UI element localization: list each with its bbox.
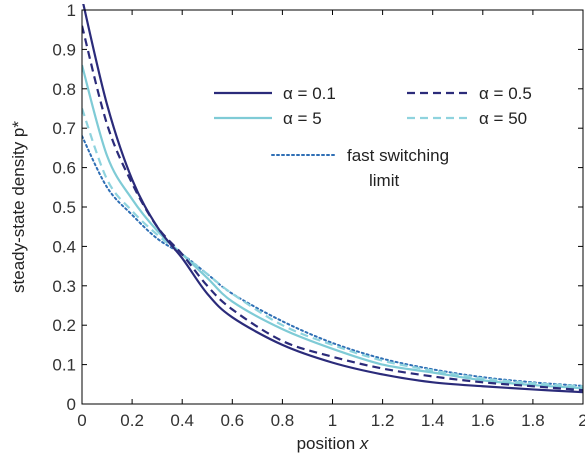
legend: α = 0.1 α = 0.5 α = 5 α = 50 fast switching l… — [214, 84, 532, 190]
x-axis-label: position x — [297, 434, 369, 453]
legend-label-3: α = 5 — [283, 109, 322, 128]
series-layer — [82, 4, 583, 394]
y-tick-label: 0.3 — [52, 277, 76, 296]
x-tick-label: 1.2 — [371, 411, 395, 430]
y-axis-label: steady-state density p* — [9, 121, 28, 293]
y-tick-label: 0.6 — [52, 159, 76, 178]
series-line-5 — [82, 135, 583, 387]
x-tick-label: 0.8 — [271, 411, 295, 430]
x-tick-label: 0.6 — [220, 411, 244, 430]
x-tick-label: 0.4 — [170, 411, 194, 430]
legend-label-2: α = 0.5 — [479, 84, 532, 103]
y-tick-label: 0.2 — [52, 316, 76, 335]
series-line-4 — [82, 108, 583, 388]
x-tick-label: 2 — [578, 411, 585, 430]
ticks-layer: 0 0.2 0.4 0.6 0.8 1 1.2 1.4 1.6 1.8 2 0 0.1 0.2 0.3 0.4… — [52, 1, 585, 430]
x-axis-label-text: position — [297, 434, 360, 453]
x-tick-label: 1.4 — [421, 411, 445, 430]
legend-label-1: α = 0.1 — [283, 84, 336, 103]
x-axis-label-variable: x — [359, 434, 369, 453]
y-tick-label: 0.9 — [52, 40, 76, 59]
series-line-2 — [82, 25, 583, 392]
x-tick-label: 1.8 — [521, 411, 545, 430]
y-tick-label: 0.1 — [52, 356, 76, 375]
x-tick-label: 0 — [77, 411, 86, 430]
legend-label-4: α = 50 — [479, 109, 527, 128]
y-tick-label: 0.5 — [52, 198, 76, 217]
y-tick-label: 0.4 — [52, 237, 76, 256]
y-tick-label: 0.8 — [52, 80, 76, 99]
y-tick-label: 1 — [67, 1, 76, 20]
legend-label-5: fast switching — [347, 146, 449, 165]
x-tick-label: 0.2 — [120, 411, 144, 430]
y-tick-label: 0.7 — [52, 119, 76, 138]
x-tick-label: 1 — [328, 411, 337, 430]
y-tick-label: 0 — [67, 395, 76, 414]
x-tick-label: 1.6 — [471, 411, 495, 430]
legend-label-5: limit — [369, 171, 399, 190]
series-line-3 — [82, 64, 583, 390]
series-line-1 — [82, 4, 583, 394]
